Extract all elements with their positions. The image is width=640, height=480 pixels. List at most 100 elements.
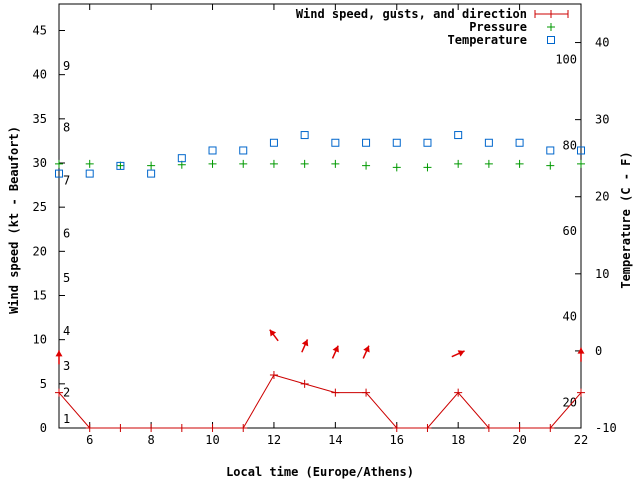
x-tick-label: 14 xyxy=(328,433,342,447)
beaufort-label: 6 xyxy=(63,227,70,241)
series-layer xyxy=(55,131,585,432)
fahrenheit-label: 60 xyxy=(563,224,577,238)
pressure-point xyxy=(85,159,94,168)
pressure-point xyxy=(392,163,401,172)
temperature-point xyxy=(546,146,555,155)
wind-speed-point xyxy=(85,424,94,432)
legend-label-temperature: Temperature xyxy=(448,33,527,47)
temperature-point xyxy=(484,138,493,147)
x-tick-label: 22 xyxy=(574,433,588,447)
wind-speed-point xyxy=(269,371,278,379)
fahrenheit-labels: 20 40 60 80 100 xyxy=(555,53,577,410)
temperature-point xyxy=(239,146,248,155)
axis-ticks xyxy=(59,4,582,429)
wind-speed-point xyxy=(147,424,156,432)
wind-arrow-head xyxy=(363,345,370,353)
pressure-point xyxy=(454,159,463,168)
y2-tick-label: 30 xyxy=(595,113,609,127)
x-tick-label: 12 xyxy=(267,433,281,447)
y-tick-label: 45 xyxy=(33,24,47,38)
beaufort-labels: 1 2 3 4 5 6 7 8 9 xyxy=(63,59,70,426)
x-tick-labels: 6 8 10 12 14 16 18 20 22 xyxy=(86,433,588,447)
wind-speed-point xyxy=(300,379,309,388)
fahrenheit-label: 40 xyxy=(563,310,577,324)
wind-speed-point xyxy=(331,388,340,397)
y-tick-label: 0 xyxy=(40,421,47,435)
wind-speed-point xyxy=(515,424,524,432)
pressure-point xyxy=(208,159,217,168)
beaufort-label: 7 xyxy=(63,174,70,188)
wind-arrow-head xyxy=(577,347,585,354)
wind-arrow-head xyxy=(55,350,63,357)
plot-border xyxy=(58,3,582,429)
temperature-point xyxy=(269,138,278,147)
y-tick-label: 40 xyxy=(33,68,47,82)
temperature-point xyxy=(208,146,217,155)
y-tick-label: 30 xyxy=(33,156,47,170)
wind-speed-point xyxy=(177,424,186,432)
temperature-point xyxy=(577,146,585,155)
wind-speed-point xyxy=(55,388,63,397)
x-tick-label: 20 xyxy=(512,433,526,447)
y-axis-label: Wind speed (kt - Beaufort) xyxy=(7,126,21,314)
pressure-point xyxy=(147,161,156,170)
wind-speed-point xyxy=(454,388,463,397)
pressure-point xyxy=(362,161,371,170)
legend-sample-wind xyxy=(534,10,569,18)
wind-speed-point xyxy=(484,424,493,432)
wind-speed-line xyxy=(58,374,582,429)
y-tick-label: 25 xyxy=(33,200,47,214)
x-axis-label: Local time (Europe/Athens) xyxy=(226,465,414,479)
wind-speed-point xyxy=(392,424,401,432)
beaufort-label: 8 xyxy=(63,121,70,135)
fahrenheit-label: 100 xyxy=(555,53,577,67)
wind-speed-point xyxy=(546,424,555,432)
wind-speed-point xyxy=(362,388,371,397)
legend-sample-pressure xyxy=(547,23,555,31)
wind-speed-point xyxy=(208,424,217,432)
temperature-point xyxy=(392,138,401,147)
y-tick-label: 10 xyxy=(33,333,47,347)
y2-tick-label: -10 xyxy=(595,421,617,435)
y-tick-label: 35 xyxy=(33,112,47,126)
pressure-point xyxy=(331,159,340,168)
temperature-point xyxy=(55,169,63,178)
fahrenheit-label: 80 xyxy=(563,138,577,152)
y2-tick-label: 20 xyxy=(595,190,609,204)
pressure-point xyxy=(515,159,524,168)
temperature-point xyxy=(85,169,94,178)
y2-tick-labels: -10 0 10 20 30 40 xyxy=(595,36,617,435)
wind-arrow-head xyxy=(301,339,309,347)
beaufort-label: 9 xyxy=(63,59,70,73)
beaufort-label: 3 xyxy=(63,359,70,373)
legend-sample-temperature xyxy=(547,36,555,44)
legend-label-wind: Wind speed, gusts, and direction xyxy=(296,7,527,21)
x-tick-label: 8 xyxy=(148,433,155,447)
pressure-point xyxy=(116,161,125,170)
temperature-point xyxy=(423,138,432,147)
pressure-point xyxy=(300,159,309,168)
y-tick-label: 5 xyxy=(40,377,47,391)
wind-arrow-head xyxy=(332,345,339,353)
y-tick-label: 15 xyxy=(33,289,47,303)
y-tick-labels: 0 5 10 15 20 25 30 35 40 45 xyxy=(33,24,47,436)
pressure-point xyxy=(484,159,493,168)
pressure-point xyxy=(239,159,248,168)
temperature-point xyxy=(331,138,340,147)
temperature-point xyxy=(147,169,156,178)
beaufort-label: 1 xyxy=(63,412,70,426)
y2-tick-label: 0 xyxy=(595,344,602,358)
legend-samples xyxy=(534,10,569,44)
legend-label-pressure: Pressure xyxy=(469,20,527,34)
y2-tick-label: 10 xyxy=(595,267,609,281)
temperature-point xyxy=(454,131,463,140)
x-tick-label: 10 xyxy=(205,433,219,447)
fahrenheit-label: 20 xyxy=(563,395,577,409)
pressure-point xyxy=(55,159,63,168)
temperature-point xyxy=(116,161,125,170)
beaufort-label: 4 xyxy=(63,324,70,338)
legend: Wind speed, gusts, and direction Pressur… xyxy=(296,7,569,47)
wind-speed-point xyxy=(239,424,248,432)
beaufort-label: 5 xyxy=(63,271,70,285)
